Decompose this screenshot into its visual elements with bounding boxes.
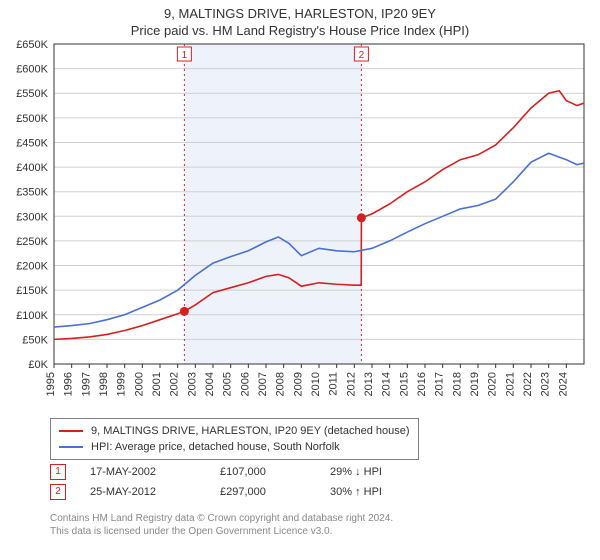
legend: 9, MALTINGS DRIVE, HARLESTON, IP20 9EY (… xyxy=(50,418,419,460)
svg-text:1997: 1997 xyxy=(80,372,92,396)
svg-text:£600K: £600K xyxy=(16,64,48,76)
svg-text:£50K: £50K xyxy=(22,334,48,346)
svg-text:2020: 2020 xyxy=(487,372,499,396)
footer-line-1: Contains HM Land Registry data © Crown c… xyxy=(50,512,393,525)
svg-text:£650K: £650K xyxy=(16,40,48,51)
svg-text:£550K: £550K xyxy=(16,88,48,100)
svg-text:£450K: £450K xyxy=(16,137,48,149)
legend-swatch-hpi xyxy=(59,446,83,448)
chart-title-address: 9, MALTINGS DRIVE, HARLESTON, IP20 9EY xyxy=(0,6,600,21)
svg-text:£200K: £200K xyxy=(16,261,48,273)
sale-delta-1: 29% ↓ HPI xyxy=(330,466,440,478)
legend-item-price: 9, MALTINGS DRIVE, HARLESTON, IP20 9EY (… xyxy=(59,423,410,439)
attribution-footer: Contains HM Land Registry data © Crown c… xyxy=(50,512,393,538)
legend-label-price: 9, MALTINGS DRIVE, HARLESTON, IP20 9EY (… xyxy=(91,425,410,437)
svg-text:2005: 2005 xyxy=(222,372,234,396)
svg-text:2003: 2003 xyxy=(186,372,198,396)
chart-area: £0K £50K £100K £150K £200K £250K £300K £350K £40… xyxy=(0,40,600,410)
svg-text:2012: 2012 xyxy=(345,372,357,396)
svg-text:1996: 1996 xyxy=(63,372,75,396)
sale-delta-2: 30% ↑ HPI xyxy=(330,486,440,498)
svg-text:2023: 2023 xyxy=(540,372,552,396)
svg-text:2011: 2011 xyxy=(328,372,340,396)
legend-item-hpi: HPI: Average price, detached house, Sout… xyxy=(59,439,410,455)
sale-marker-1: 1 xyxy=(50,464,66,480)
svg-text:2013: 2013 xyxy=(363,372,375,396)
svg-text:1998: 1998 xyxy=(98,372,110,396)
svg-text:1995: 1995 xyxy=(45,372,57,396)
sale-row-1: 1 17-MAY-2002 £107,000 29% ↓ HPI xyxy=(50,462,440,482)
svg-text:2007: 2007 xyxy=(257,372,269,396)
sale-date-2: 25-MAY-2012 xyxy=(90,486,220,498)
svg-text:£250K: £250K xyxy=(16,236,48,248)
svg-text:2021: 2021 xyxy=(504,372,516,396)
svg-text:£150K: £150K xyxy=(16,285,48,297)
svg-text:2009: 2009 xyxy=(292,372,304,396)
svg-text:2000: 2000 xyxy=(133,372,145,396)
legend-label-hpi: HPI: Average price, detached house, Sout… xyxy=(91,441,340,453)
svg-text:2008: 2008 xyxy=(275,372,287,396)
svg-text:1: 1 xyxy=(182,50,188,61)
svg-text:2017: 2017 xyxy=(434,372,446,396)
svg-text:2010: 2010 xyxy=(310,372,322,396)
svg-text:2024: 2024 xyxy=(557,372,569,396)
svg-text:2014: 2014 xyxy=(381,372,393,396)
sale-price-2: £297,000 xyxy=(220,486,330,498)
svg-text:2006: 2006 xyxy=(239,372,251,396)
svg-text:£400K: £400K xyxy=(16,162,48,174)
svg-text:2001: 2001 xyxy=(151,372,163,396)
svg-text:2019: 2019 xyxy=(469,372,481,396)
svg-text:2: 2 xyxy=(359,50,365,61)
svg-text:£300K: £300K xyxy=(16,211,48,223)
sale-marker-2: 2 xyxy=(50,484,66,500)
svg-text:2015: 2015 xyxy=(398,372,410,396)
svg-text:2022: 2022 xyxy=(522,372,534,396)
sales-table: 1 17-MAY-2002 £107,000 29% ↓ HPI 2 25-MA… xyxy=(50,462,440,502)
footer-line-2: This data is licensed under the Open Gov… xyxy=(50,525,393,538)
svg-text:£100K: £100K xyxy=(16,310,48,322)
svg-text:2018: 2018 xyxy=(451,372,463,396)
sale-date-1: 17-MAY-2002 xyxy=(90,466,220,478)
sale-row-2: 2 25-MAY-2012 £297,000 30% ↑ HPI xyxy=(50,482,440,502)
svg-text:2016: 2016 xyxy=(416,372,428,396)
svg-text:£500K: £500K xyxy=(16,113,48,125)
chart-title-subtitle: Price paid vs. HM Land Registry's House … xyxy=(0,23,600,38)
svg-text:£350K: £350K xyxy=(16,187,48,199)
sale-price-1: £107,000 xyxy=(220,466,330,478)
svg-text:2002: 2002 xyxy=(169,372,181,396)
svg-text:£0K: £0K xyxy=(28,359,48,371)
legend-swatch-price xyxy=(59,430,83,432)
line-chart: £0K £50K £100K £150K £200K £250K £300K £350K £40… xyxy=(0,40,600,410)
svg-text:1999: 1999 xyxy=(116,372,128,396)
svg-text:2004: 2004 xyxy=(204,372,216,396)
